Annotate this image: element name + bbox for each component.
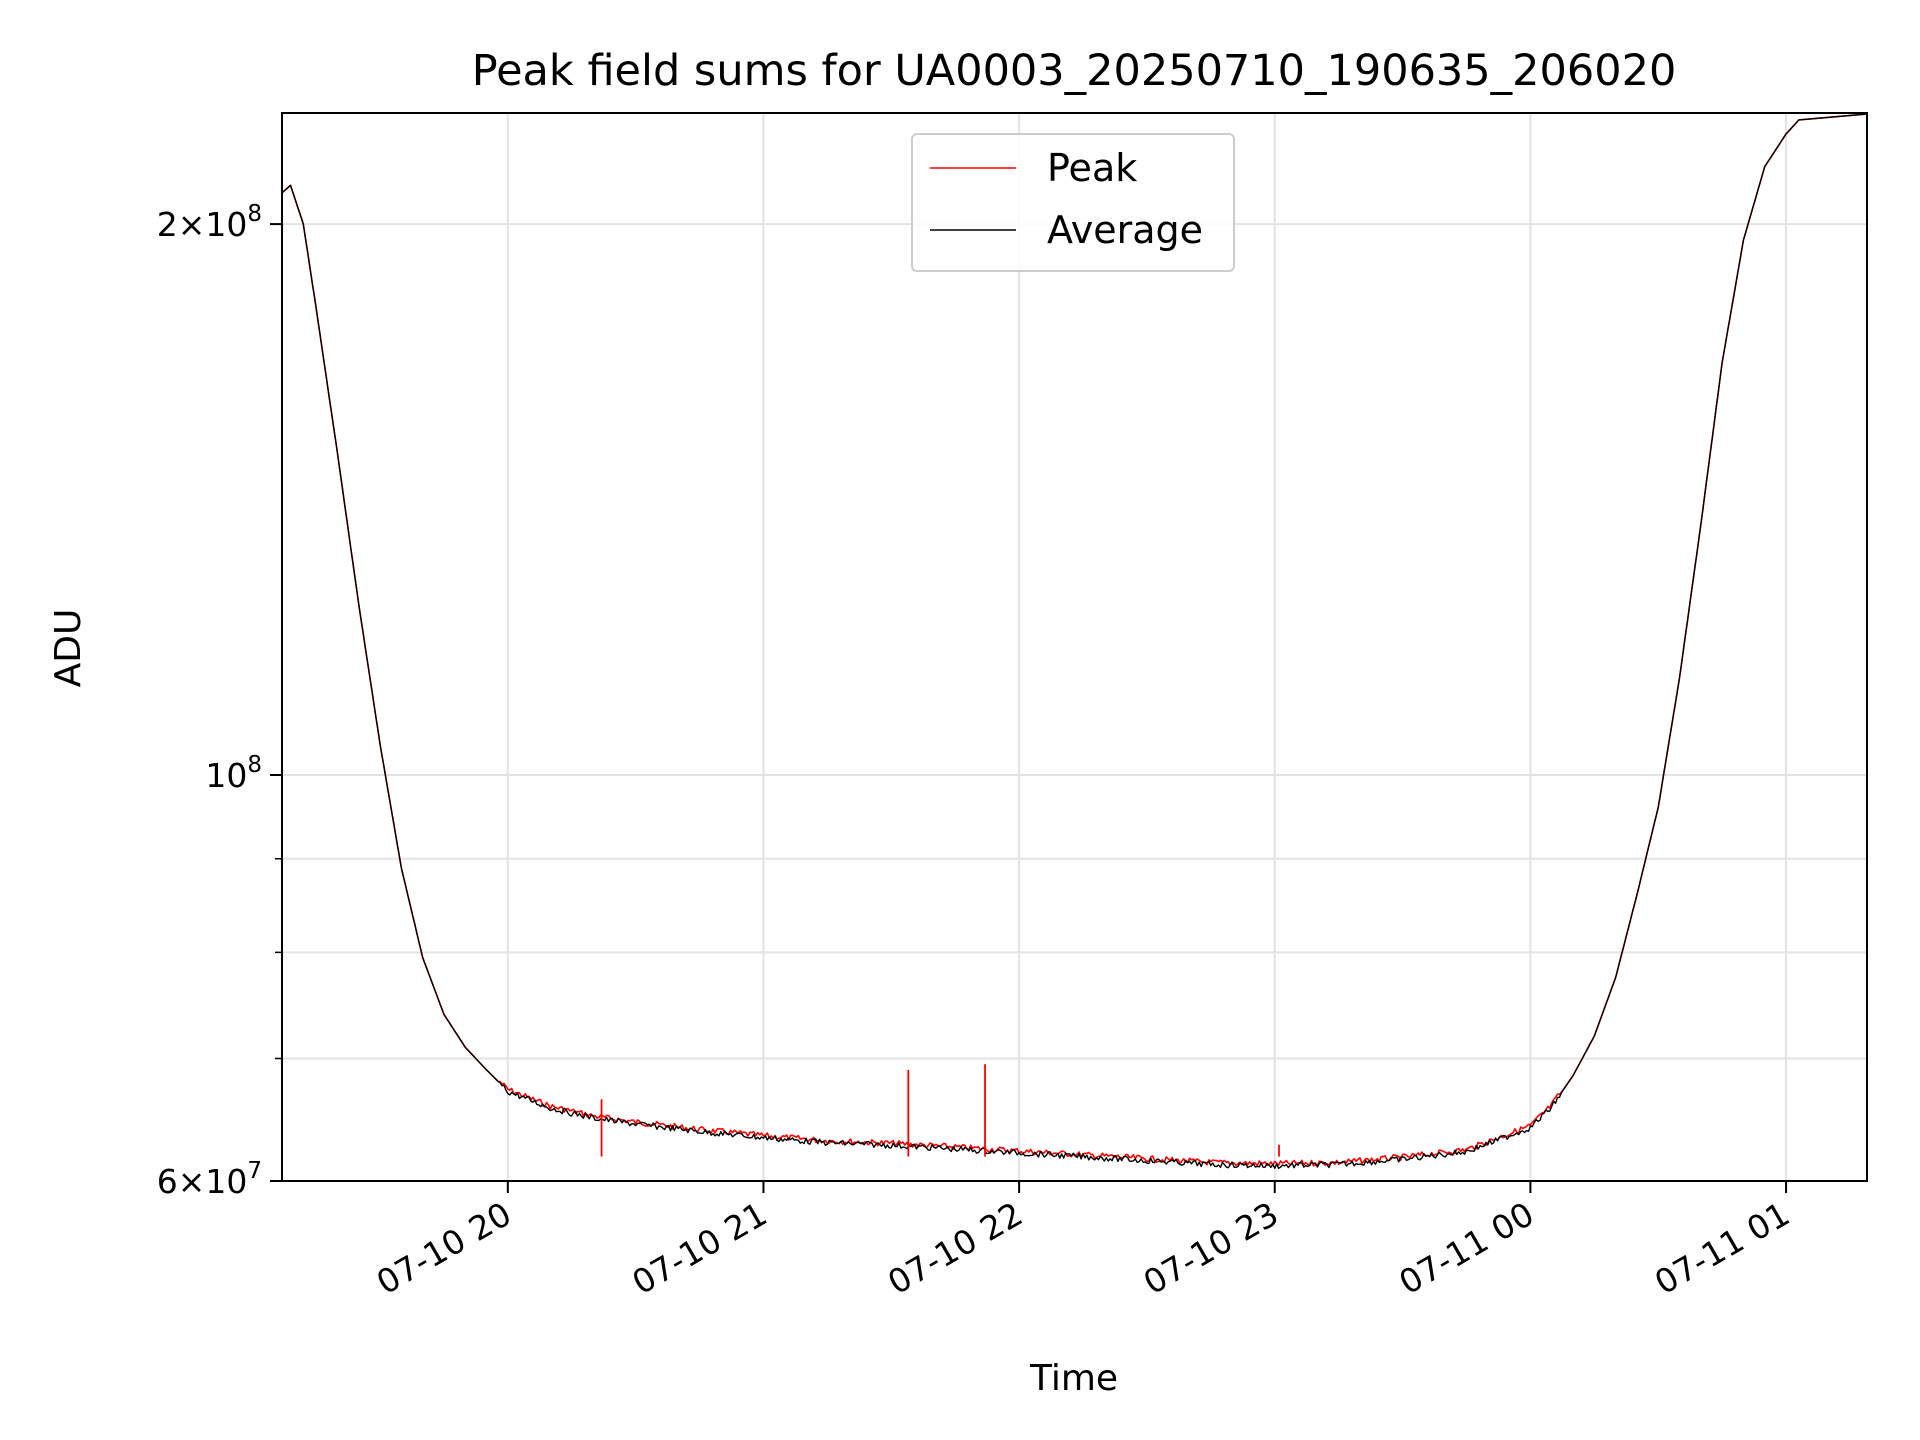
series-line-average — [281, 113, 1868, 1170]
legend: Peak Average — [911, 133, 1235, 272]
series-layer — [281, 113, 1868, 1170]
legend-label-average: Average — [1047, 208, 1203, 252]
y-axis-ticks: 6×107 108 2×108 — [157, 201, 282, 1201]
y-tick-label: 108 — [205, 752, 262, 795]
chart-title: Peak field sums for UA0003_20250710_1906… — [472, 46, 1677, 96]
y-axis-label: ADU — [48, 609, 89, 688]
plot-frame — [281, 112, 1868, 1182]
legend-label-peak: Peak — [1047, 146, 1137, 190]
y-tick-label: 6×107 — [157, 1158, 262, 1201]
y-tick-label: 2×108 — [157, 201, 262, 244]
x-axis-label: Time — [1029, 1358, 1118, 1399]
